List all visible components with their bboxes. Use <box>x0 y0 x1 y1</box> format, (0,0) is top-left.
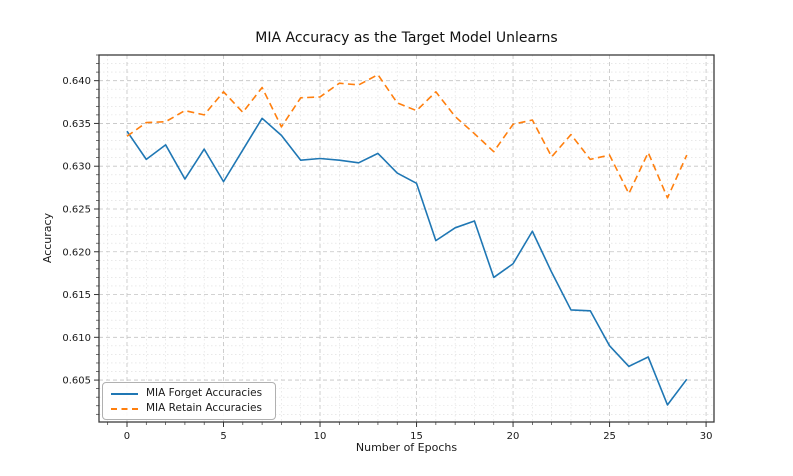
x-axis-label: Number of Epochs <box>355 441 458 454</box>
minor-gridlines <box>99 54 714 422</box>
svg-text:25: 25 <box>603 431 616 442</box>
legend-retain-label: MIA Retain Accuracies <box>146 402 262 414</box>
legend-forget-label: MIA Forget Accuracies <box>146 387 263 399</box>
chart-title: MIA Accuracy as the Target Model Unlearn… <box>255 30 558 46</box>
svg-text:0: 0 <box>124 431 130 442</box>
forget-series-line <box>126 117 688 406</box>
svg-text:0.625: 0.625 <box>62 204 91 215</box>
svg-text:0.635: 0.635 <box>62 119 91 130</box>
retain-series-line <box>126 73 688 199</box>
tick-labels: 0 5 10 15 20 25 30 0.605 0.610 0.615 0.620 0.625 0.6… <box>62 76 712 442</box>
svg-text:30: 30 <box>700 431 713 442</box>
legend-forget-line-icon <box>111 392 138 395</box>
legend-entry-retain: MIA Retain Accuracies <box>111 402 267 415</box>
svg-text:20: 20 <box>507 431 520 442</box>
svg-text:5: 5 <box>220 431 226 442</box>
tick-marks <box>94 54 707 427</box>
svg-text:0.640: 0.640 <box>62 76 91 87</box>
svg-text:15: 15 <box>410 431 423 442</box>
major-gridlines <box>99 55 714 422</box>
legend-entry-forget: MIA Forget Accuracies <box>111 387 267 400</box>
svg-text:0.630: 0.630 <box>62 162 91 173</box>
legend: MIA Forget Accuracies MIA Retain Accurac… <box>102 382 276 420</box>
svg-text:0.610: 0.610 <box>62 333 91 344</box>
legend-retain-line-icon <box>111 407 138 410</box>
svg-text:0.615: 0.615 <box>62 290 91 301</box>
svg-text:0.620: 0.620 <box>62 247 91 258</box>
svg-text:10: 10 <box>314 431 327 442</box>
svg-text:0.605: 0.605 <box>62 376 91 387</box>
axes-frame <box>98 54 715 423</box>
